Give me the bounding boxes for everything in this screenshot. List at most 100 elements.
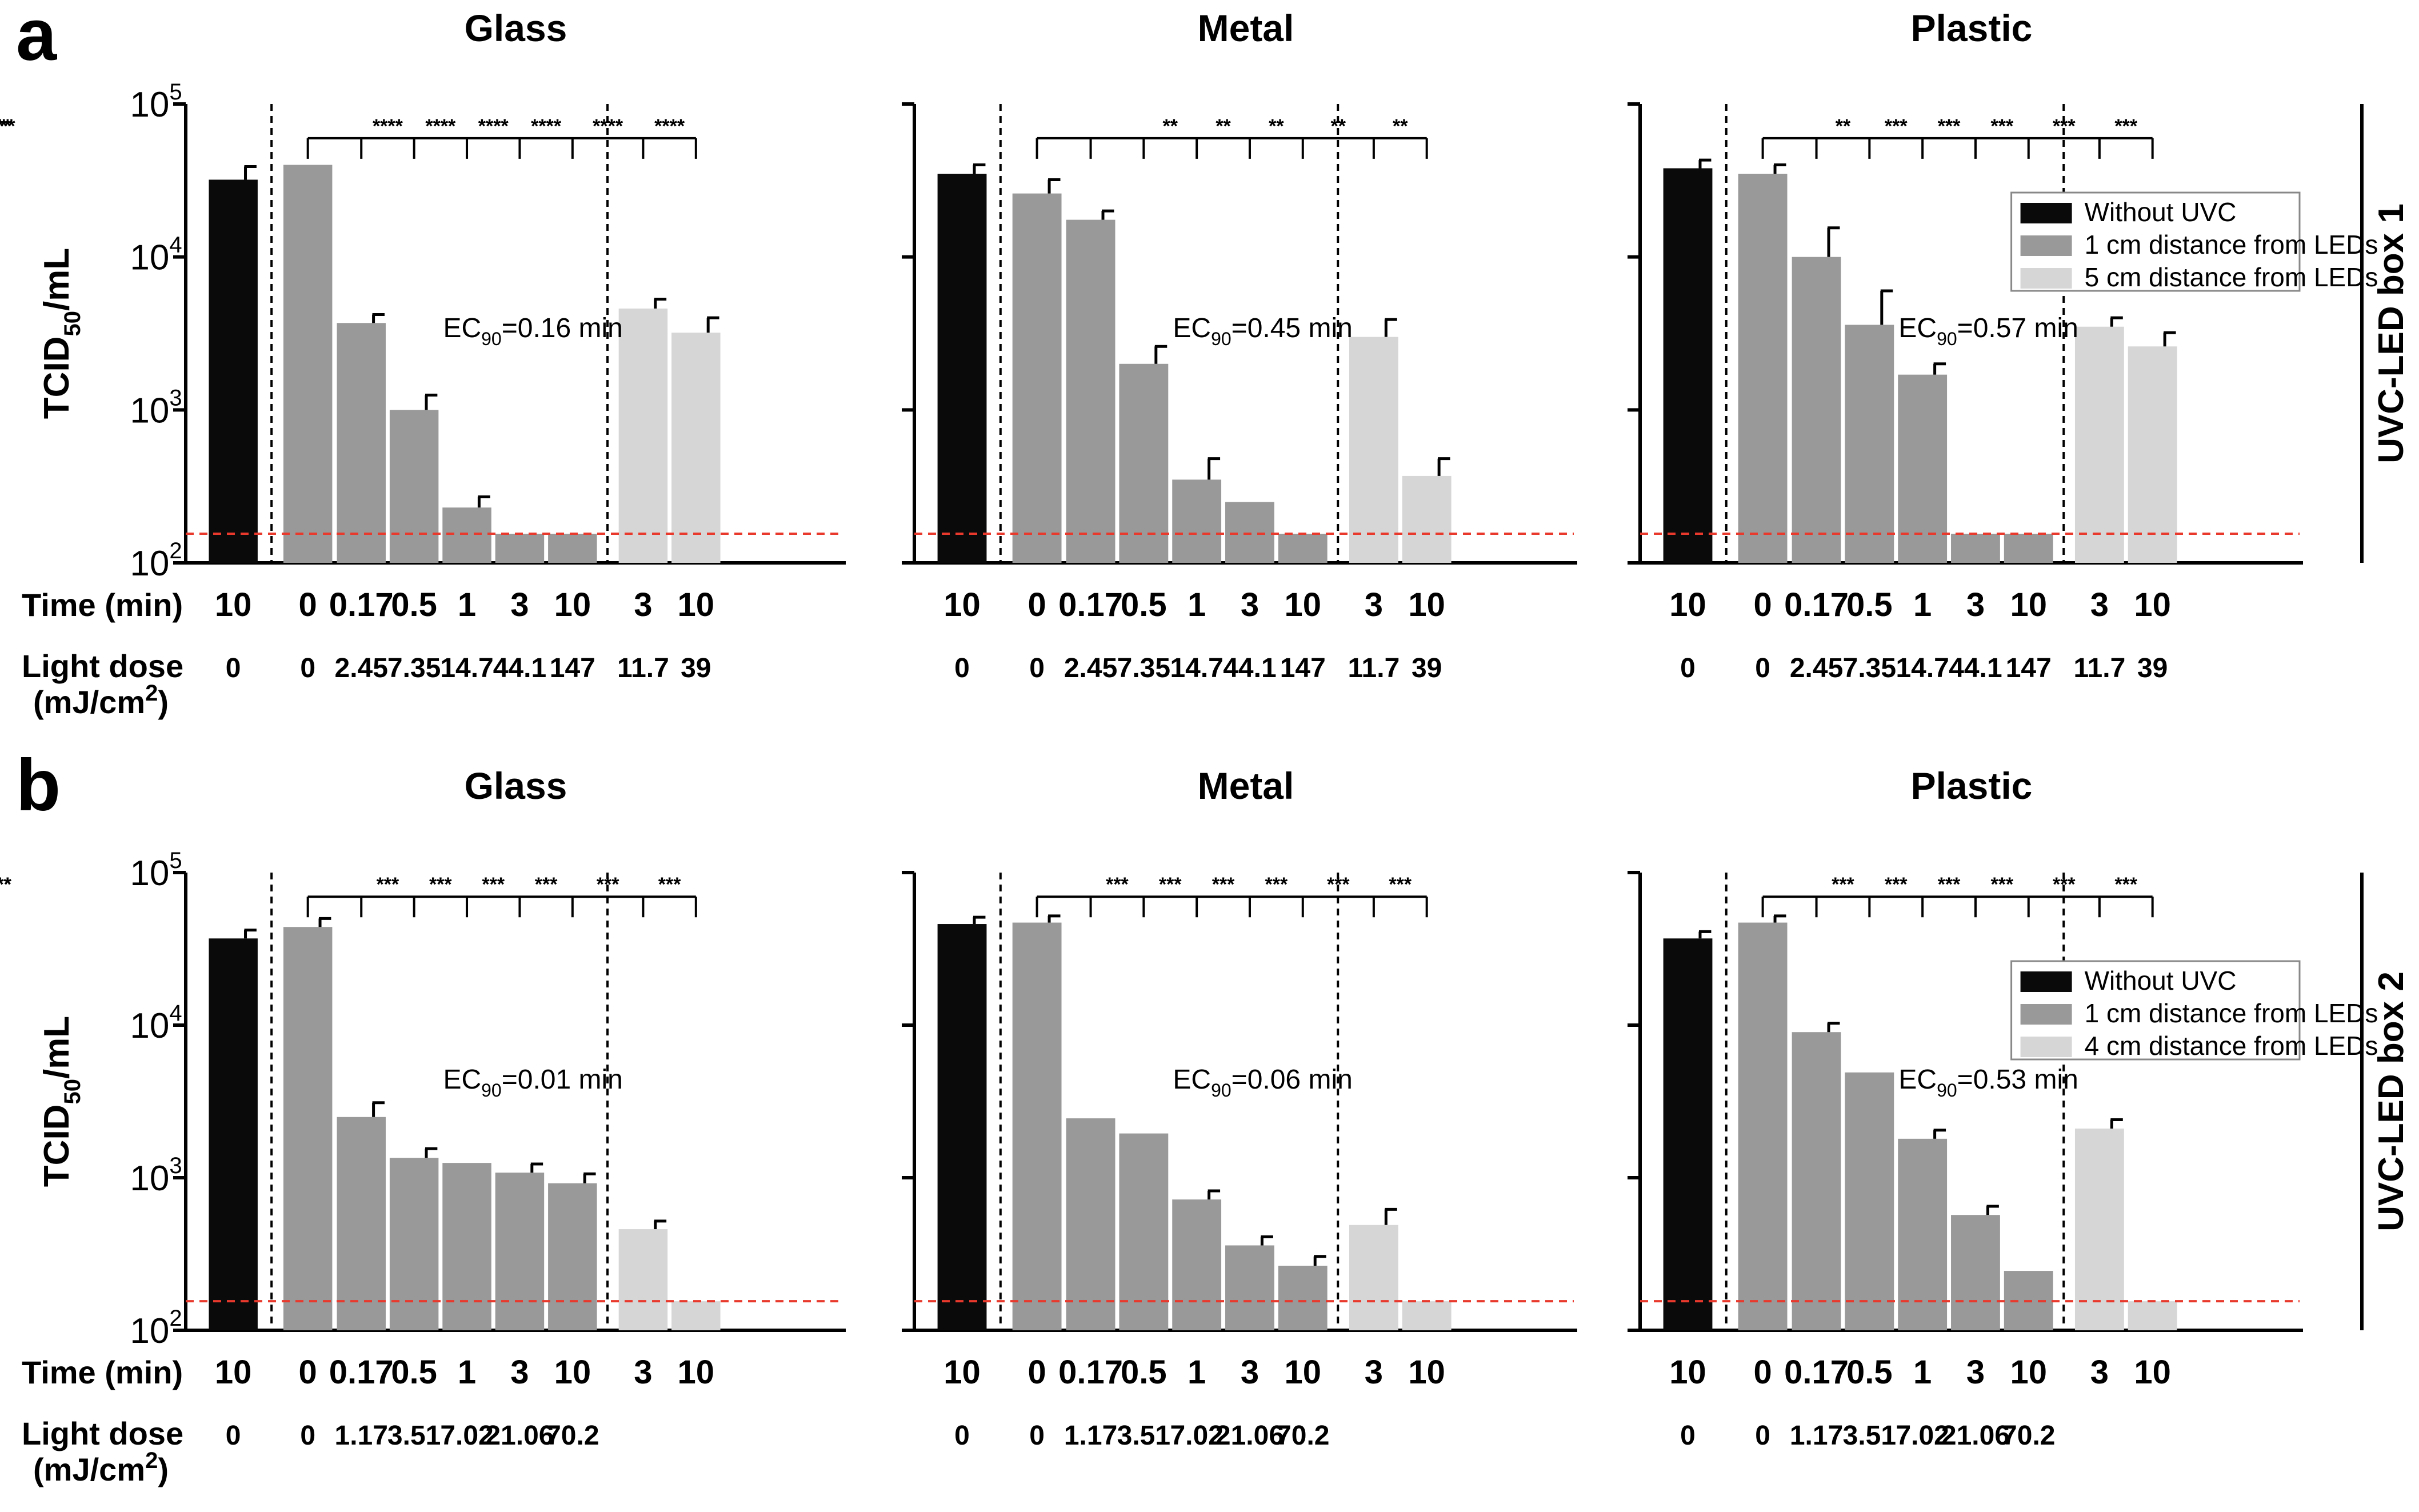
bar xyxy=(1738,174,1788,563)
significance-marker: *** xyxy=(1212,874,1235,895)
ec90-annotation: EC90=0.06 min xyxy=(1173,1065,1352,1101)
panel-letter: b xyxy=(16,745,61,826)
time-label: 0.5 xyxy=(391,1354,437,1391)
bar xyxy=(618,308,668,563)
significance-marker: *** xyxy=(1991,115,2014,137)
box-label: UVC-LED box 1 xyxy=(2372,203,2411,463)
time-label: 3 xyxy=(1966,1354,1985,1391)
dose-label: 7.02 xyxy=(1170,1421,1223,1451)
dose-row-label: Light dose xyxy=(22,648,183,684)
time-label: 0 xyxy=(1753,1354,1772,1391)
time-label: 3 xyxy=(1365,586,1383,623)
time-label: 10 xyxy=(2134,1354,2171,1391)
dose-label: 11.7 xyxy=(617,653,669,683)
significance-marker: *** xyxy=(2114,874,2137,895)
dose-label: 39 xyxy=(2137,653,2168,683)
dose-label: 147 xyxy=(2006,653,2052,683)
significance-marker: *** xyxy=(2053,874,2076,895)
significance-marker: *** xyxy=(1106,874,1129,895)
time-label: 0.17 xyxy=(1058,586,1123,623)
bar xyxy=(1951,1215,2000,1330)
dose-label: 44.1 xyxy=(1949,653,2002,683)
ec-sub: 90 xyxy=(1211,1080,1232,1101)
significance-marker: ** xyxy=(1163,115,1178,137)
dose-label: 147 xyxy=(550,653,595,683)
dose-row-unit: (mJ/cm2) xyxy=(33,681,169,720)
time-label: 0.5 xyxy=(391,586,437,623)
dose-label: 0 xyxy=(226,1421,241,1451)
dose-label: 2.45 xyxy=(335,653,388,683)
y-tick-base: 10 xyxy=(130,854,169,893)
ec-value: =0.53 min xyxy=(1957,1065,2078,1095)
y-tick-label: 104 xyxy=(130,233,182,278)
significance-marker: *** xyxy=(482,874,505,895)
bar xyxy=(442,1163,491,1330)
time-label: 0.17 xyxy=(1784,586,1849,623)
ec90-annotation: EC90=0.16 min xyxy=(443,313,622,349)
time-label: 10 xyxy=(2134,586,2171,623)
bar xyxy=(2004,534,2053,563)
chart-title: Plastic xyxy=(1911,7,2033,49)
bar xyxy=(337,1117,386,1330)
time-label: 0 xyxy=(299,1354,317,1391)
dose-label: 39 xyxy=(681,653,711,683)
y-tick-base: 10 xyxy=(130,1159,169,1198)
ec-sub: 90 xyxy=(1211,329,1232,349)
bar xyxy=(1663,168,1713,563)
time-label: 1 xyxy=(458,586,476,623)
significance-marker: *** xyxy=(1159,874,1182,895)
y-label-end: /mL xyxy=(37,1016,77,1079)
y-tick-exponent: 3 xyxy=(169,1153,182,1178)
bar xyxy=(1898,1138,1948,1330)
ec-sub: 90 xyxy=(481,1080,502,1101)
y-axis-label: TCID50/mL xyxy=(37,248,85,419)
significance-marker: **** xyxy=(593,115,623,137)
y-label-end: /mL xyxy=(37,248,77,311)
chart-b-plastic: Plastic100000.171.170.53.5117.02321.0610… xyxy=(0,765,2411,1451)
ec-prefix: EC xyxy=(443,313,481,343)
bar xyxy=(937,924,987,1330)
time-label: 0 xyxy=(1027,1354,1046,1391)
time-label: 1 xyxy=(458,1354,476,1391)
time-label: 10 xyxy=(2010,1354,2048,1391)
y-label-main: TCID xyxy=(37,1105,77,1187)
time-label: 3 xyxy=(1241,586,1259,623)
dose-label: 3.51 xyxy=(1843,1421,1896,1451)
bar xyxy=(1172,479,1222,563)
bar xyxy=(1663,938,1713,1330)
bar xyxy=(1119,1133,1169,1330)
bar xyxy=(1792,257,1841,563)
dose-unit-base: (mJ/cm xyxy=(33,684,145,720)
ec90-annotation: EC90=0.57 min xyxy=(1898,313,2078,349)
bar xyxy=(1012,193,1062,563)
dose-label: 11.7 xyxy=(1348,653,1400,683)
bar xyxy=(495,534,545,563)
dose-label: 1.17 xyxy=(335,1421,388,1451)
time-label: 1 xyxy=(1187,586,1206,623)
dose-unit-end: ) xyxy=(158,684,169,720)
ec90-annotation: EC90=0.45 min xyxy=(1173,313,1352,349)
bar xyxy=(1402,1301,1452,1330)
time-label: 3 xyxy=(634,586,652,623)
significance-marker: *** xyxy=(2114,115,2137,137)
dose-label: 0 xyxy=(1680,1421,1696,1451)
time-label: 10 xyxy=(215,1354,252,1391)
legend-label: Without UVC xyxy=(2085,966,2237,995)
dose-label: 3.51 xyxy=(387,1421,441,1451)
y-tick-label: 103 xyxy=(130,1153,182,1198)
significance-marker: **** xyxy=(0,115,15,137)
bar xyxy=(283,165,333,563)
bar xyxy=(1225,502,1274,563)
legend-swatch xyxy=(2020,1004,2072,1025)
bar xyxy=(1951,534,2000,563)
dose-row-label: Light dose xyxy=(22,1415,183,1451)
y-label-main: TCID xyxy=(37,337,77,419)
bar xyxy=(495,1173,545,1330)
dose-label: 2.45 xyxy=(1064,653,1117,683)
panel-letter: a xyxy=(16,0,57,76)
dose-label: 147 xyxy=(1280,653,1326,683)
y-tick-exponent: 4 xyxy=(169,233,182,258)
significance-marker: *** xyxy=(2053,115,2076,137)
significance-marker: **** xyxy=(373,115,403,137)
bar xyxy=(1066,1118,1115,1330)
